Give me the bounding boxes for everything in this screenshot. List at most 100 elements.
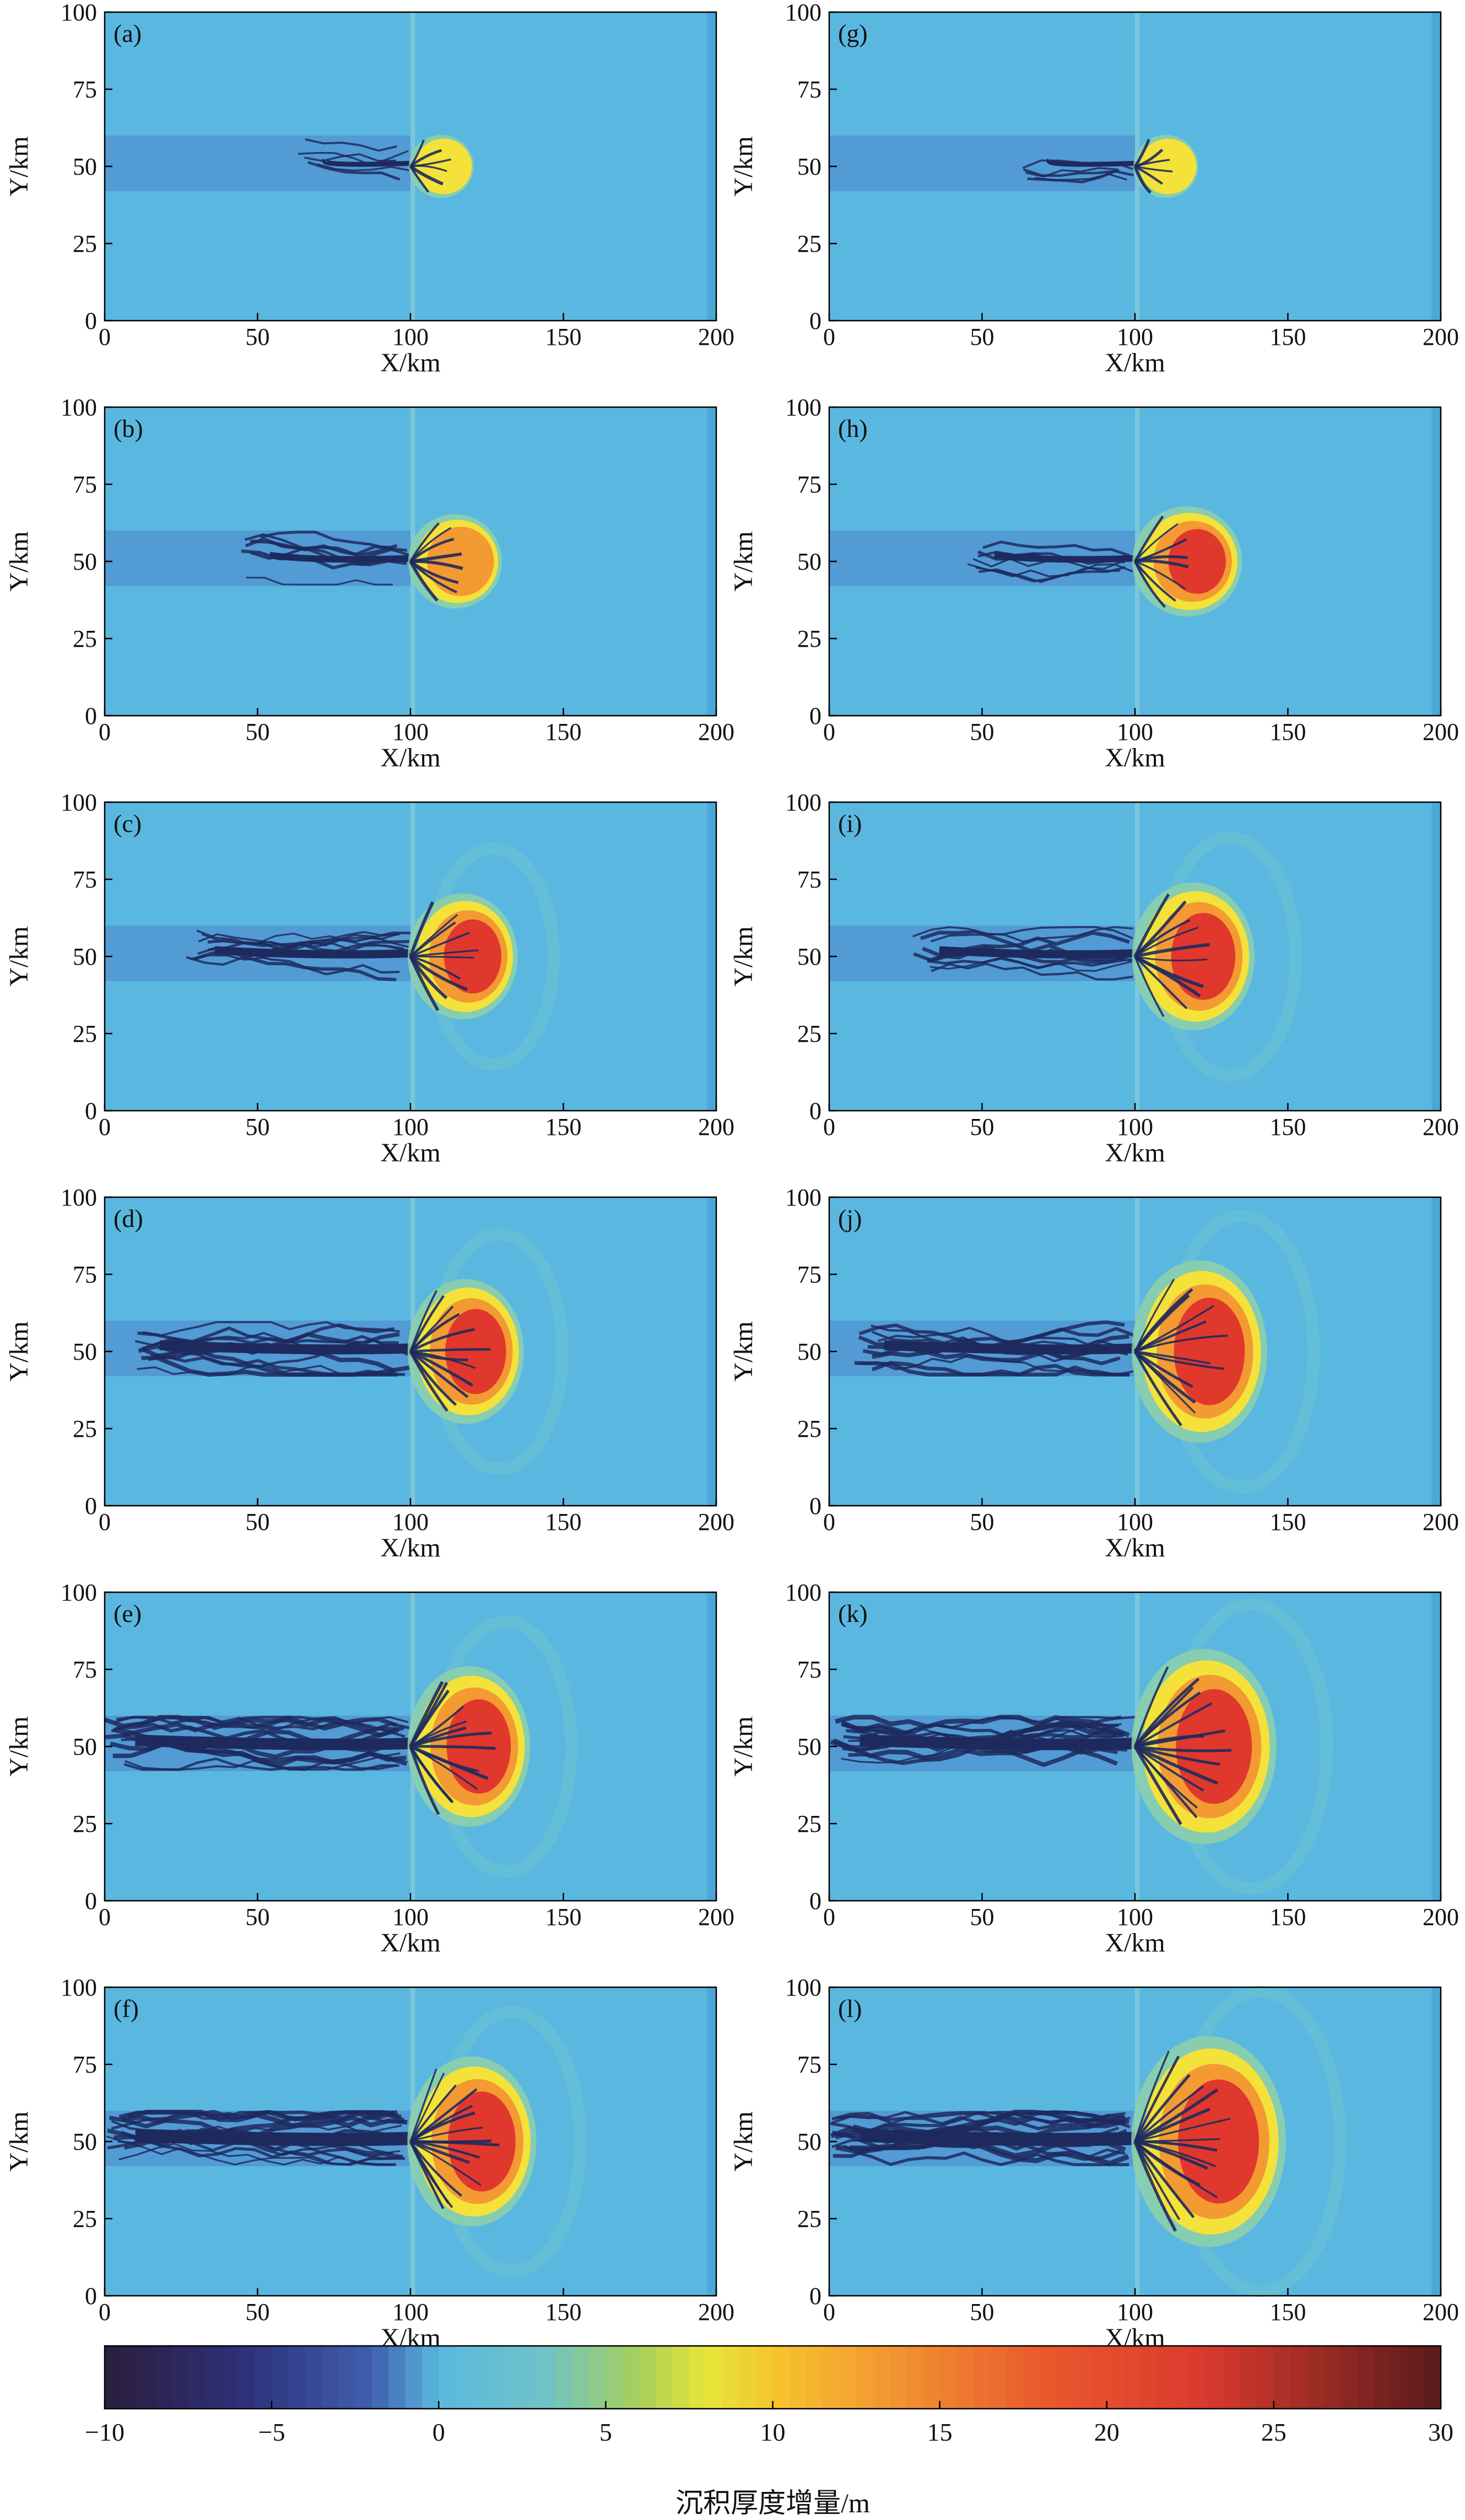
colorbar-segment bbox=[906, 2346, 924, 2409]
y-tick-label: 25 bbox=[73, 2205, 97, 2232]
y-tick-label: 50 bbox=[73, 2128, 97, 2155]
colorbar-segment bbox=[305, 2346, 323, 2409]
distributary-channel bbox=[1134, 2051, 1170, 2142]
x-tick-label: 100 bbox=[1117, 1903, 1153, 1930]
panel-label: (a) bbox=[113, 19, 142, 47]
distributary-channel bbox=[1134, 2140, 1208, 2170]
colorbar-segment bbox=[1140, 2346, 1158, 2409]
channel-thread bbox=[207, 939, 410, 953]
colorbar-segment bbox=[288, 2346, 306, 2409]
y-tick-label: 50 bbox=[73, 943, 97, 970]
distributary-channel bbox=[409, 2072, 445, 2142]
x-tick-label: 200 bbox=[1423, 718, 1459, 745]
colorbar-segment bbox=[372, 2346, 390, 2409]
distributary-channel bbox=[1134, 919, 1191, 958]
panel-label: (g) bbox=[838, 19, 868, 47]
distributary-channel bbox=[409, 1313, 460, 1353]
distributary-channel bbox=[1134, 1666, 1169, 1747]
x-tick-label: 200 bbox=[1423, 323, 1459, 350]
colorbar-segment bbox=[823, 2346, 840, 2409]
lobe-red bbox=[1178, 2079, 1259, 2204]
channel-thread bbox=[931, 926, 1133, 943]
x-tick-label: 50 bbox=[246, 1508, 270, 1535]
y-tick-label: 0 bbox=[809, 702, 821, 729]
x-tick-label: 50 bbox=[246, 1903, 270, 1930]
distributary-channel bbox=[409, 1350, 469, 1398]
colorbar-segment bbox=[1174, 2346, 1191, 2409]
colorbar-segment bbox=[589, 2346, 607, 2409]
colorbar-segment bbox=[1290, 2346, 1308, 2409]
channel-thread bbox=[245, 537, 393, 556]
colorbar-tick-label: 5 bbox=[599, 2418, 612, 2446]
x-tick-label: 0 bbox=[823, 1113, 835, 1140]
colorbar-segment bbox=[973, 2346, 991, 2409]
x-tick-label: 0 bbox=[823, 323, 835, 350]
distributary-channel bbox=[1133, 1350, 1182, 1426]
panel-label: (f) bbox=[113, 1994, 139, 2023]
colorbar-segment bbox=[221, 2346, 239, 2409]
y-axis-label: Y/km bbox=[729, 136, 758, 196]
channel-thread bbox=[317, 163, 410, 171]
distributary-channel bbox=[1133, 165, 1152, 194]
x-tick-label: 100 bbox=[1117, 1508, 1153, 1535]
x-tick-label: 150 bbox=[545, 1508, 582, 1535]
y-tick-label: 0 bbox=[85, 702, 97, 729]
x-tick-label: 50 bbox=[970, 1903, 994, 1930]
colorbar-segment bbox=[1190, 2346, 1208, 2409]
distributary-channel bbox=[409, 560, 439, 602]
distributary-channel bbox=[1134, 1702, 1213, 1748]
x-tick-label: 0 bbox=[99, 323, 111, 350]
x-tick-label: 200 bbox=[1423, 2299, 1459, 2326]
colorbar-segment bbox=[1090, 2346, 1107, 2409]
channel-thread bbox=[912, 926, 1133, 943]
y-tick-label: 100 bbox=[61, 1579, 97, 1606]
y-tick-label: 50 bbox=[797, 153, 821, 180]
y-tick-label: 25 bbox=[797, 1810, 821, 1837]
lobe-red bbox=[1174, 1297, 1245, 1405]
channel-thread bbox=[241, 549, 407, 570]
distributary-channel bbox=[1134, 560, 1186, 590]
x-tick-label: 200 bbox=[698, 1508, 734, 1535]
y-tick-label: 25 bbox=[73, 1415, 97, 1442]
channel-thread bbox=[978, 566, 1126, 583]
x-axis-label: X/km bbox=[380, 348, 440, 377]
colorbar-segment bbox=[105, 2346, 122, 2409]
distributary-channel bbox=[1134, 1350, 1224, 1370]
distributary-channel bbox=[409, 955, 440, 1012]
y-axis-label: Y/km bbox=[729, 1716, 758, 1776]
colorbar-segment bbox=[1106, 2346, 1125, 2409]
x-axis-label: X/km bbox=[380, 1533, 440, 1562]
x-tick-label: 50 bbox=[970, 1508, 994, 1535]
colorbar-segment bbox=[606, 2346, 623, 2409]
colorbar-segment bbox=[1257, 2346, 1274, 2409]
distributary-channel bbox=[409, 2141, 445, 2209]
y-axis-label: Y/km bbox=[729, 926, 758, 986]
distributary-channel bbox=[1133, 893, 1170, 958]
distributary-channel bbox=[1134, 2118, 1231, 2143]
colorbar-segment bbox=[839, 2346, 857, 2409]
channel-thread bbox=[307, 161, 401, 181]
colorbar-segment bbox=[789, 2346, 807, 2409]
x-tick-label: 100 bbox=[392, 1903, 429, 1930]
y-tick-label: 25 bbox=[73, 1020, 97, 1047]
distributary-channel bbox=[1133, 1294, 1190, 1353]
x-tick-label: 50 bbox=[246, 718, 270, 745]
distributary-channel bbox=[1134, 159, 1170, 167]
x-tick-label: 200 bbox=[1423, 1903, 1459, 1930]
distributary-channel bbox=[409, 538, 455, 563]
y-tick-label: 25 bbox=[797, 1020, 821, 1047]
colorbar-segment bbox=[455, 2346, 473, 2409]
x-tick-label: 100 bbox=[1117, 2299, 1153, 2326]
channel-thread bbox=[931, 962, 1133, 981]
panel-label: (l) bbox=[838, 1994, 862, 2023]
channel-thread bbox=[186, 942, 407, 966]
x-tick-label: 100 bbox=[392, 323, 429, 350]
channel-thread bbox=[142, 1321, 400, 1337]
x-tick-label: 0 bbox=[823, 1508, 835, 1535]
y-tick-label: 25 bbox=[797, 625, 821, 652]
distributary-channel bbox=[1134, 955, 1201, 998]
x-tick-label: 50 bbox=[246, 323, 270, 350]
panel-label: (i) bbox=[838, 809, 862, 837]
